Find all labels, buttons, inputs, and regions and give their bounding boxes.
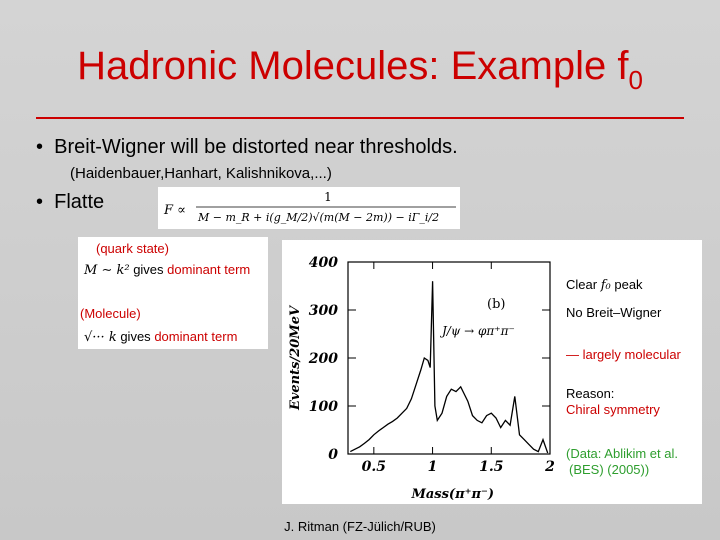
panel-label: (b) <box>487 297 505 312</box>
formula-lhs: F ∝ <box>163 203 186 218</box>
y-tick-label: 400 <box>309 255 338 271</box>
flatte-formula: F ∝ 1 M − m_R + i(g_M/2)√(m(M − 2m)) − i… <box>158 187 460 229</box>
legend-box: (quark state) M ∼ k² gives dominant term… <box>78 237 268 349</box>
x-axis-label: Mass(π⁺π⁻) <box>410 487 494 502</box>
slide-title: Hadronic Molecules: Example f0 <box>77 44 643 95</box>
data-series-line <box>350 281 549 454</box>
plot-frame <box>347 261 551 455</box>
y-tick-label: 0 <box>328 447 338 463</box>
y-tick-label: 100 <box>309 399 338 415</box>
quark-state-label: (quark state) <box>96 241 169 256</box>
quark-term: M ∼ k² gives dominant term <box>84 262 251 278</box>
x-tick-label: 1 <box>428 459 438 475</box>
data-citation-line1: (Data: Ablikim et al. <box>566 446 678 461</box>
clear-peak-note: Clear f₀ peak <box>566 277 643 293</box>
chiral-symmetry-note: Chiral symmetry <box>566 402 660 417</box>
formula-numerator: 1 <box>324 190 332 204</box>
formula-denominator: M − m_R + i(g_M/2)√(m(M − 2m)) − iΓ_i/2 <box>197 211 439 224</box>
x-tick-label: 2 <box>544 459 555 475</box>
reason-label: Reason: <box>566 386 615 401</box>
bullet-breit-wigner: • Breit-Wigner will be distorted near th… <box>36 136 458 158</box>
molecule-term: √··· k gives dominant term <box>84 329 238 345</box>
process-label: J/ψ → φπ⁺π⁻ <box>439 324 515 338</box>
y-tick-label: 200 <box>308 351 338 367</box>
molecule-label: (Molecule) <box>80 306 141 321</box>
y-tick-label: 300 <box>309 303 338 319</box>
title-underline <box>36 117 684 119</box>
figure-panel: (b) J/ψ → φπ⁺π⁻ Mass(π⁺π⁻) Events/20MeV … <box>282 240 702 504</box>
data-citation-line2: (BES) (2005)) <box>569 462 650 477</box>
bullet-flatte: • Flatte <box>36 191 105 213</box>
mass-spectrum-chart: (b) J/ψ → φπ⁺π⁻ Mass(π⁺π⁻) Events/20MeV … <box>288 255 555 502</box>
y-axis-label: Events/20MeV <box>288 304 303 411</box>
reference-text: (Haidenbauer,Hanhart, Kalishnikova,...) <box>70 165 332 182</box>
footer-credit: J. Ritman (FZ-Jülich/RUB) <box>284 519 436 534</box>
largely-molecular-note: — largely molecular <box>566 347 681 362</box>
x-tick-label: 1.5 <box>479 459 503 475</box>
x-tick-label: 0.5 <box>362 459 386 475</box>
no-breit-wigner-note: No Breit–Wigner <box>566 305 662 320</box>
